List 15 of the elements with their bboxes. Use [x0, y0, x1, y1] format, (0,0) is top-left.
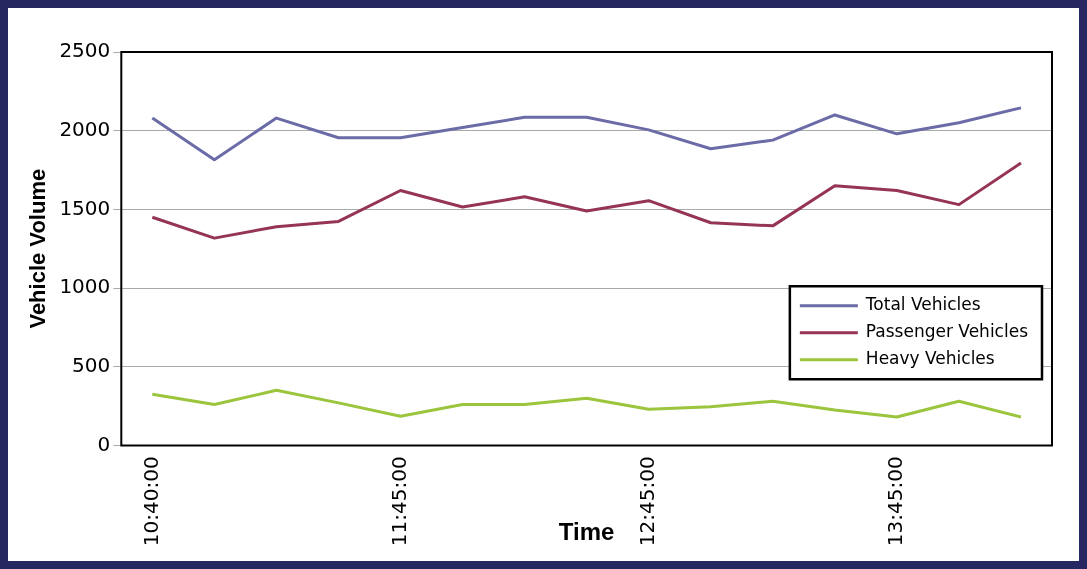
x-tick-label: 13:45:00: [883, 456, 908, 547]
y-tick-label: 1500: [59, 195, 111, 220]
y-tick-label: 0: [97, 431, 111, 456]
y-tick-label: 2500: [59, 38, 111, 63]
x-tick-label: 12:45:00: [634, 456, 659, 547]
y-tick-label: 1000: [59, 274, 111, 299]
y-tick-label: 2000: [59, 116, 111, 141]
y-axis-title: Vehicle Volume: [25, 168, 51, 329]
legend-label: Total Vehicles: [864, 294, 981, 315]
legend-label: Passenger Vehicles: [865, 321, 1029, 342]
y-tick-label: 500: [72, 352, 111, 377]
x-axis-title: Time: [558, 518, 615, 546]
x-tick-label: 11:45:00: [386, 456, 411, 547]
legend-label: Heavy Vehicles: [865, 348, 995, 369]
x-tick-label: 10:40:00: [138, 456, 163, 547]
